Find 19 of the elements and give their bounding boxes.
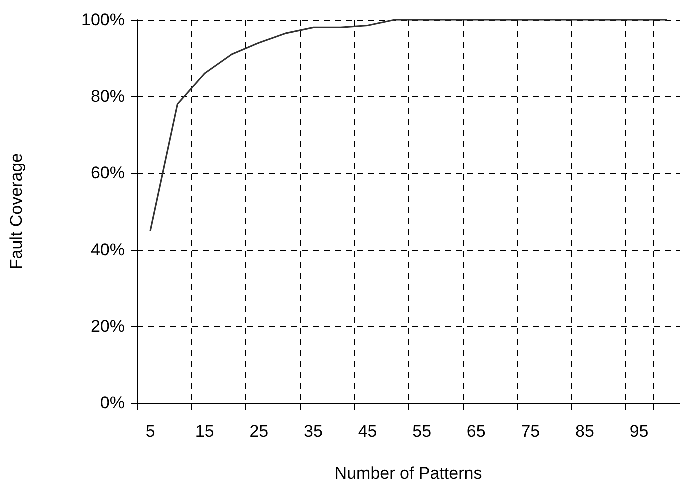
x-axis-title: Number of Patterns <box>334 464 482 483</box>
y-tick-label: 100% <box>82 10 125 30</box>
x-tick-label: 15 <box>195 422 214 441</box>
x-tick-label: 25 <box>250 422 269 441</box>
y-tick-label: 0% <box>100 394 125 412</box>
x-tick-label: 75 <box>521 422 540 441</box>
y-tick-label: 80% <box>90 87 125 106</box>
x-tick-label: 45 <box>358 422 378 441</box>
y-axis-title: Fault Coverage <box>7 153 26 270</box>
x-tick-label: 65 <box>466 422 486 441</box>
line-series <box>150 19 668 232</box>
x-tick-label: 85 <box>576 422 594 441</box>
y-tick-label: 60% <box>90 164 125 183</box>
x-tick-label: 95 <box>630 422 649 441</box>
x-tick-label: 55 <box>412 422 432 441</box>
x-tick-label: 35 <box>304 422 323 441</box>
y-tick-label: 20% <box>90 316 125 336</box>
y-tick-label: 40% <box>90 240 125 260</box>
x-tick-label: 5 <box>146 422 156 441</box>
